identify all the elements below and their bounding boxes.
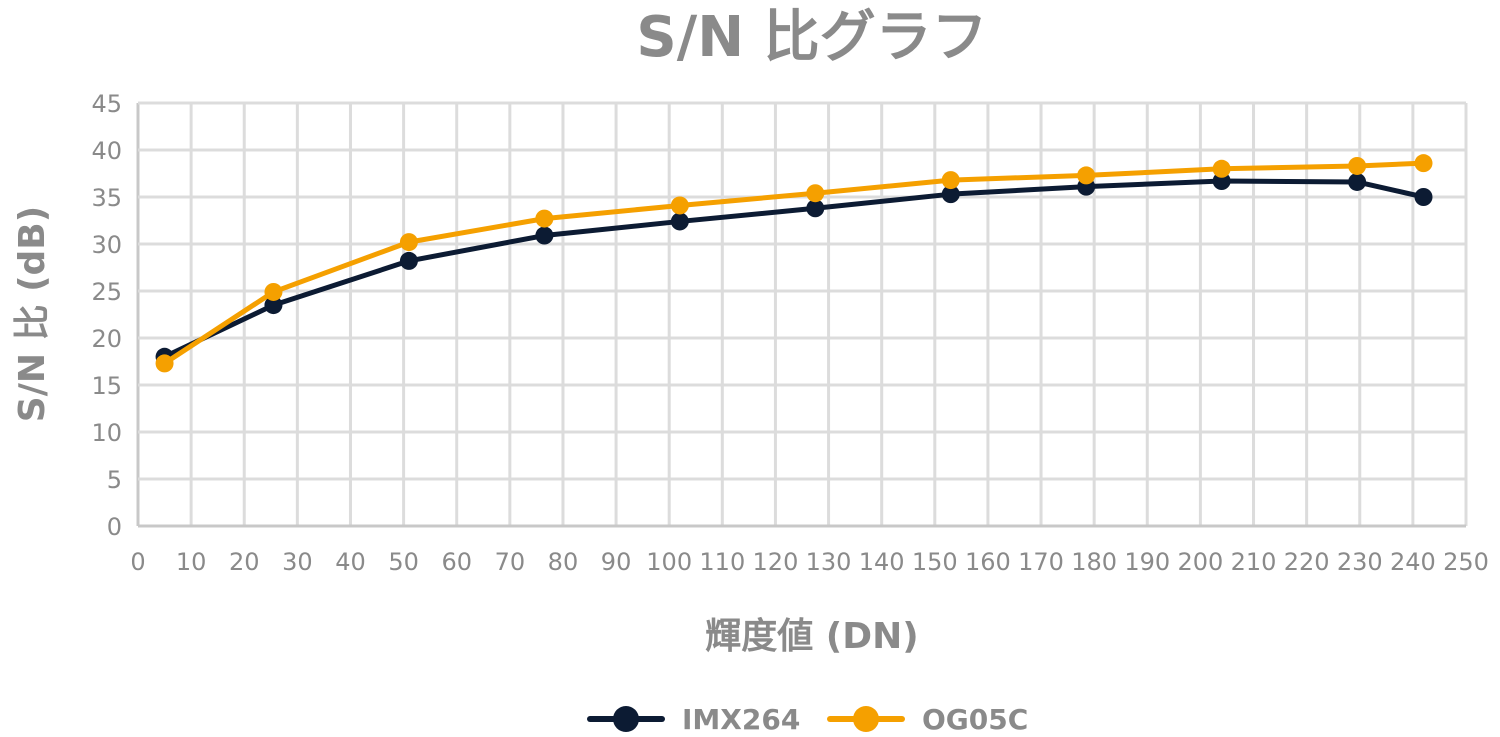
data-point: [399, 233, 418, 252]
y-tick-label: 15: [91, 372, 122, 400]
data-point: [535, 209, 554, 228]
series-og05c: [155, 154, 1433, 373]
data-point: [535, 226, 554, 245]
x-tick-label: 140: [859, 548, 905, 576]
data-point: [1348, 172, 1367, 191]
data-point: [806, 199, 825, 218]
x-tick-label: 60: [441, 548, 472, 576]
x-tick-label: 250: [1443, 548, 1489, 576]
series-line: [163, 178, 1425, 360]
y-tick-label: 25: [91, 278, 122, 306]
data-point: [670, 196, 689, 215]
data-point: [264, 296, 283, 315]
legend-label: OG05C: [922, 703, 1028, 736]
x-tick-label: 190: [1124, 548, 1170, 576]
x-tick-label: 180: [1071, 548, 1117, 576]
legend-marker: [613, 706, 639, 732]
data-point: [670, 212, 689, 231]
x-tick-label: 150: [912, 548, 958, 576]
x-tick-label: 120: [753, 548, 799, 576]
legend-marker: [853, 706, 879, 732]
x-tick-label: 70: [495, 548, 526, 576]
series-lines: [155, 154, 1433, 373]
y-tick-label: 30: [91, 231, 122, 259]
x-tick-label: 10: [176, 548, 207, 576]
x-tick-label: 240: [1390, 548, 1436, 576]
chart-title: S/N 比グラフ: [636, 5, 987, 70]
x-tick-label: 130: [806, 548, 852, 576]
x-tick-label: 20: [229, 548, 260, 576]
y-tick-label: 0: [107, 513, 122, 541]
legend: IMX264 OG05C: [587, 703, 1028, 736]
legend-label: IMX264: [682, 703, 800, 736]
data-point: [399, 251, 418, 270]
x-tick-label: 30: [282, 548, 313, 576]
y-tick-label: 20: [91, 325, 122, 353]
x-tick-label: 170: [1018, 548, 1064, 576]
x-tick-label: 230: [1337, 548, 1383, 576]
y-tick-label: 10: [91, 419, 122, 447]
grid: [136, 101, 1468, 528]
x-tick-label: 100: [646, 548, 692, 576]
y-tick-label: 45: [91, 90, 122, 118]
x-tick-label: 0: [130, 548, 145, 576]
x-tick-label: 210: [1231, 548, 1277, 576]
x-tick-labels: 0 10 20 30 40 50 60 70 80 90 100 110 120 130 140 150 160…: [130, 548, 1489, 576]
legend-item-og05c: OG05C: [827, 703, 1028, 736]
data-point: [1414, 154, 1433, 173]
data-point: [806, 184, 825, 203]
legend-item-imx264: IMX264: [587, 703, 800, 736]
data-point: [264, 282, 283, 301]
y-tick-label: 5: [107, 466, 122, 494]
x-tick-label: 110: [699, 548, 745, 576]
y-axis-title: S/N 比 (dB): [12, 206, 53, 422]
x-axis-title: 輝度値 (DN): [705, 616, 918, 657]
series-line: [163, 160, 1424, 366]
data-point: [941, 171, 960, 190]
x-tick-label: 200: [1177, 548, 1223, 576]
data-point: [1212, 159, 1231, 178]
y-tick-label: 35: [91, 184, 122, 212]
x-tick-label: 80: [548, 548, 579, 576]
x-tick-label: 40: [335, 548, 366, 576]
data-point: [1077, 166, 1096, 185]
x-tick-label: 220: [1284, 548, 1330, 576]
data-point: [155, 354, 174, 373]
y-tick-labels: 0 5 10 15 20 25 30 35 40 45: [91, 90, 122, 541]
y-tick-label: 40: [91, 137, 122, 165]
x-tick-label: 160: [965, 548, 1011, 576]
x-tick-label: 50: [388, 548, 419, 576]
x-tick-label: 90: [601, 548, 632, 576]
data-point: [941, 185, 960, 204]
data-point: [1414, 188, 1433, 206]
data-point: [1348, 156, 1367, 175]
series-imx264: [155, 172, 1433, 366]
